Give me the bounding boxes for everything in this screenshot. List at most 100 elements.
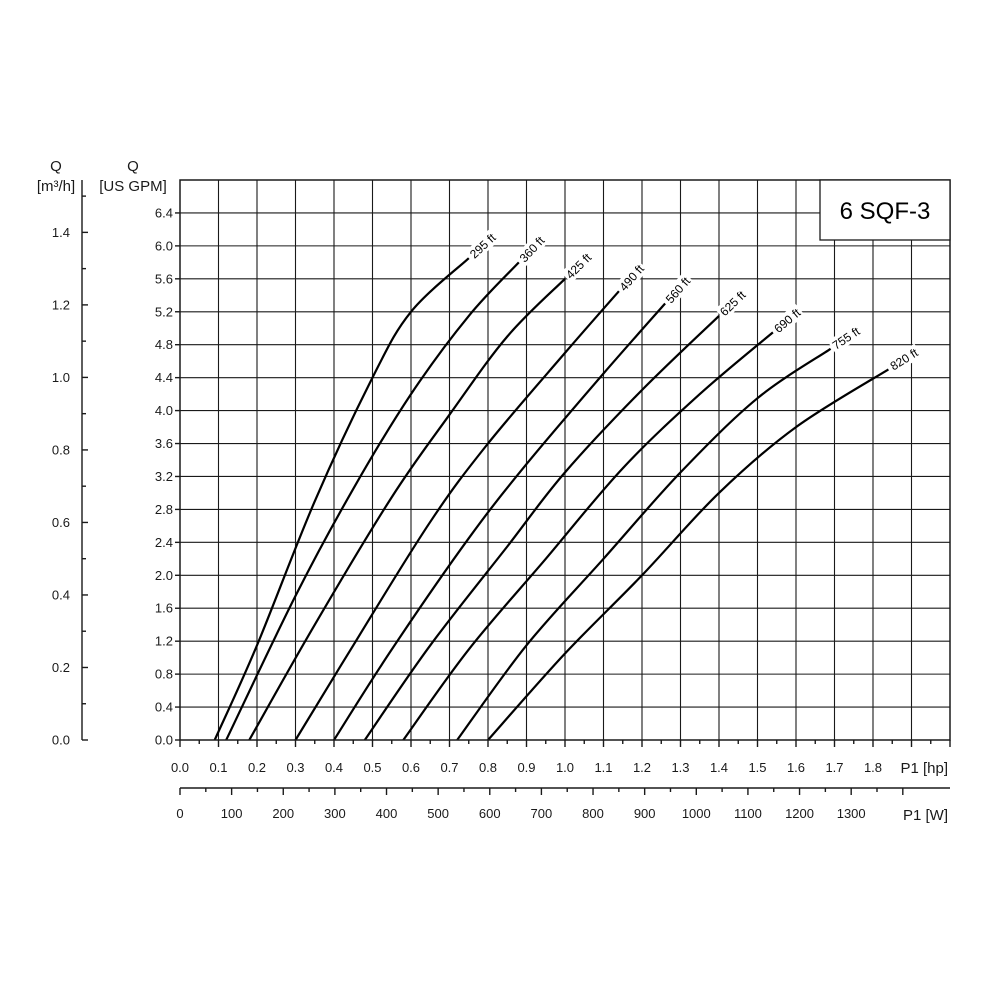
- gpm-axis-symbol: Q: [127, 158, 139, 175]
- head-curve-label-group: 490 ft: [614, 259, 649, 296]
- hp-tick-label: 0.4: [325, 760, 343, 775]
- head-curve-label-bg: [560, 248, 596, 284]
- watt-tick-label: 800: [582, 806, 604, 821]
- hp-tick-label: 1.0: [556, 760, 574, 775]
- head-curve-label-group: 625 ft: [715, 285, 750, 321]
- m3h-tick-label: 1.2: [52, 297, 70, 312]
- m3h-tick-label: 0.8: [52, 442, 70, 457]
- m3h-tick-label: 1.4: [52, 225, 70, 240]
- gpm-tick-label: 3.6: [155, 436, 173, 451]
- watt-tick-label: 600: [479, 806, 501, 821]
- watt-tick-label: 0: [176, 806, 183, 821]
- gpm-tick-label: 6.4: [155, 205, 173, 220]
- hp-tick-label: 1.1: [594, 760, 612, 775]
- hp-tick-label: 0.5: [363, 760, 381, 775]
- head-curve: [213, 257, 470, 741]
- hp-tick-label: 0.2: [248, 760, 266, 775]
- head-curve-label-group: 690 ft: [769, 303, 805, 338]
- chart-title: 6 SQF-3: [840, 198, 931, 225]
- head-curves: [213, 257, 889, 741]
- watt-tick-label: 400: [376, 806, 398, 821]
- gpm-tick-label: 5.6: [155, 271, 173, 286]
- head-curve: [487, 368, 889, 741]
- hp-tick-label: 1.2: [633, 760, 651, 775]
- gpm-tick-label: 4.8: [155, 337, 173, 352]
- gpm-tick-label: 1.6: [155, 601, 173, 616]
- hp-axis-title: P1 [hp]: [900, 760, 948, 777]
- gpm-tick-label: 1.2: [155, 634, 173, 649]
- gpm-tick-label: 2.8: [155, 502, 173, 517]
- title-box: [819, 179, 951, 241]
- watt-tick-label: 1200: [785, 806, 814, 821]
- watt-tick-label: 100: [221, 806, 243, 821]
- head-curve: [248, 278, 566, 741]
- watt-tick-label: 1300: [837, 806, 866, 821]
- head-curve: [402, 331, 774, 741]
- watt-tick-label: 500: [427, 806, 449, 821]
- gpm-tick-label: 6.0: [155, 238, 173, 253]
- watt-tick-label: 1000: [682, 806, 711, 821]
- hp-tick-label: 1.3: [671, 760, 689, 775]
- m3h-tick-label: 0.4: [52, 587, 70, 602]
- watt-tick-label: 900: [634, 806, 656, 821]
- head-curve-label-bg: [827, 322, 865, 354]
- watt-tick-label: 300: [324, 806, 346, 821]
- m3h-tick-label: 0.2: [52, 660, 70, 675]
- watt-tick-label: 1100: [734, 806, 762, 821]
- head-curve: [363, 315, 720, 741]
- watt-tick-label: 700: [531, 806, 553, 821]
- watt-tick-label: 200: [272, 806, 294, 821]
- head-curve-label-bg: [715, 285, 750, 321]
- head-curve: [225, 261, 520, 741]
- hp-tick-label: 0.9: [517, 760, 535, 775]
- hp-tick-label: 0.3: [286, 760, 304, 775]
- m3h-axis-symbol: Q: [50, 158, 62, 175]
- head-curve: [294, 290, 620, 741]
- hp-axis-ticks: 0.0 0.1 0.2 0.3 0.4 0.5 0.6 0.7 0.8 0.9 1.0 1.1 1.2 1…: [171, 740, 951, 775]
- m3h-axis-ticks: 0.0 0.2 0.4 0.6 0.8 1.0 1.2 1.4: [52, 195, 88, 748]
- gpm-tick-label: 0.4: [155, 700, 173, 715]
- hp-tick-label: 1.4: [710, 760, 728, 775]
- hp-tick-label: 0.7: [440, 760, 458, 775]
- head-curve-label-bg: [514, 231, 549, 267]
- gpm-axis-unit: [US GPM]: [99, 178, 167, 195]
- watt-axis-ticks: 0 100 200 300 400 500 600 700 800 900 1000 1100 1200…: [176, 788, 904, 821]
- gpm-tick-label: 2.0: [155, 568, 173, 583]
- gpm-tick-label: 0.0: [155, 733, 173, 748]
- hp-tick-label: 0.1: [209, 760, 227, 775]
- head-curve-label-group: 560 ft: [660, 272, 695, 308]
- gpm-axis-ticks: 0.0 0.4 0.8 1.2 1.6 2.0 2.4 2.8 3.2 3.6 4.0 4.4 4.8 5…: [155, 205, 180, 748]
- gpm-tick-label: 0.8: [155, 667, 173, 682]
- head-curve-label-group: 820 ft: [885, 343, 923, 375]
- head-curve-label-group: 755 ft: [827, 322, 865, 354]
- gpm-tick-label: 4.4: [155, 370, 173, 385]
- m3h-tick-label: 1.0: [52, 370, 70, 385]
- hp-tick-label: 1.8: [864, 760, 882, 775]
- hp-tick-label: 1.5: [748, 760, 766, 775]
- m3h-axis-unit: [m³/h]: [37, 178, 75, 195]
- head-curve-label-group: 360 ft: [514, 231, 549, 267]
- head-curve-label-bg: [464, 228, 501, 263]
- head-curve-label-bg: [769, 303, 805, 338]
- m3h-tick-label: 0.0: [52, 733, 70, 748]
- head-curve-label-group: 425 ft: [560, 248, 596, 284]
- m3h-tick-label: 0.6: [52, 515, 70, 530]
- hp-tick-label: 0.0: [171, 760, 189, 775]
- head-curve-label-bg: [660, 272, 695, 308]
- gpm-tick-label: 3.2: [155, 469, 173, 484]
- watt-axis-title: P1 [W]: [903, 807, 948, 824]
- gpm-tick-label: 4.0: [155, 403, 173, 418]
- hp-tick-label: 0.6: [402, 760, 420, 775]
- grid-vertical-lines: [217, 180, 913, 740]
- head-curve: [333, 302, 666, 741]
- head-curve: [456, 347, 832, 741]
- head-curve-label-bg: [885, 343, 923, 375]
- head-curve-label-bg: [614, 259, 649, 296]
- gpm-tick-label: 2.4: [155, 535, 173, 550]
- gpm-tick-label: 5.2: [155, 304, 173, 319]
- hp-tick-label: 1.6: [787, 760, 805, 775]
- hp-tick-label: 0.8: [479, 760, 497, 775]
- hp-tick-label: 1.7: [825, 760, 843, 775]
